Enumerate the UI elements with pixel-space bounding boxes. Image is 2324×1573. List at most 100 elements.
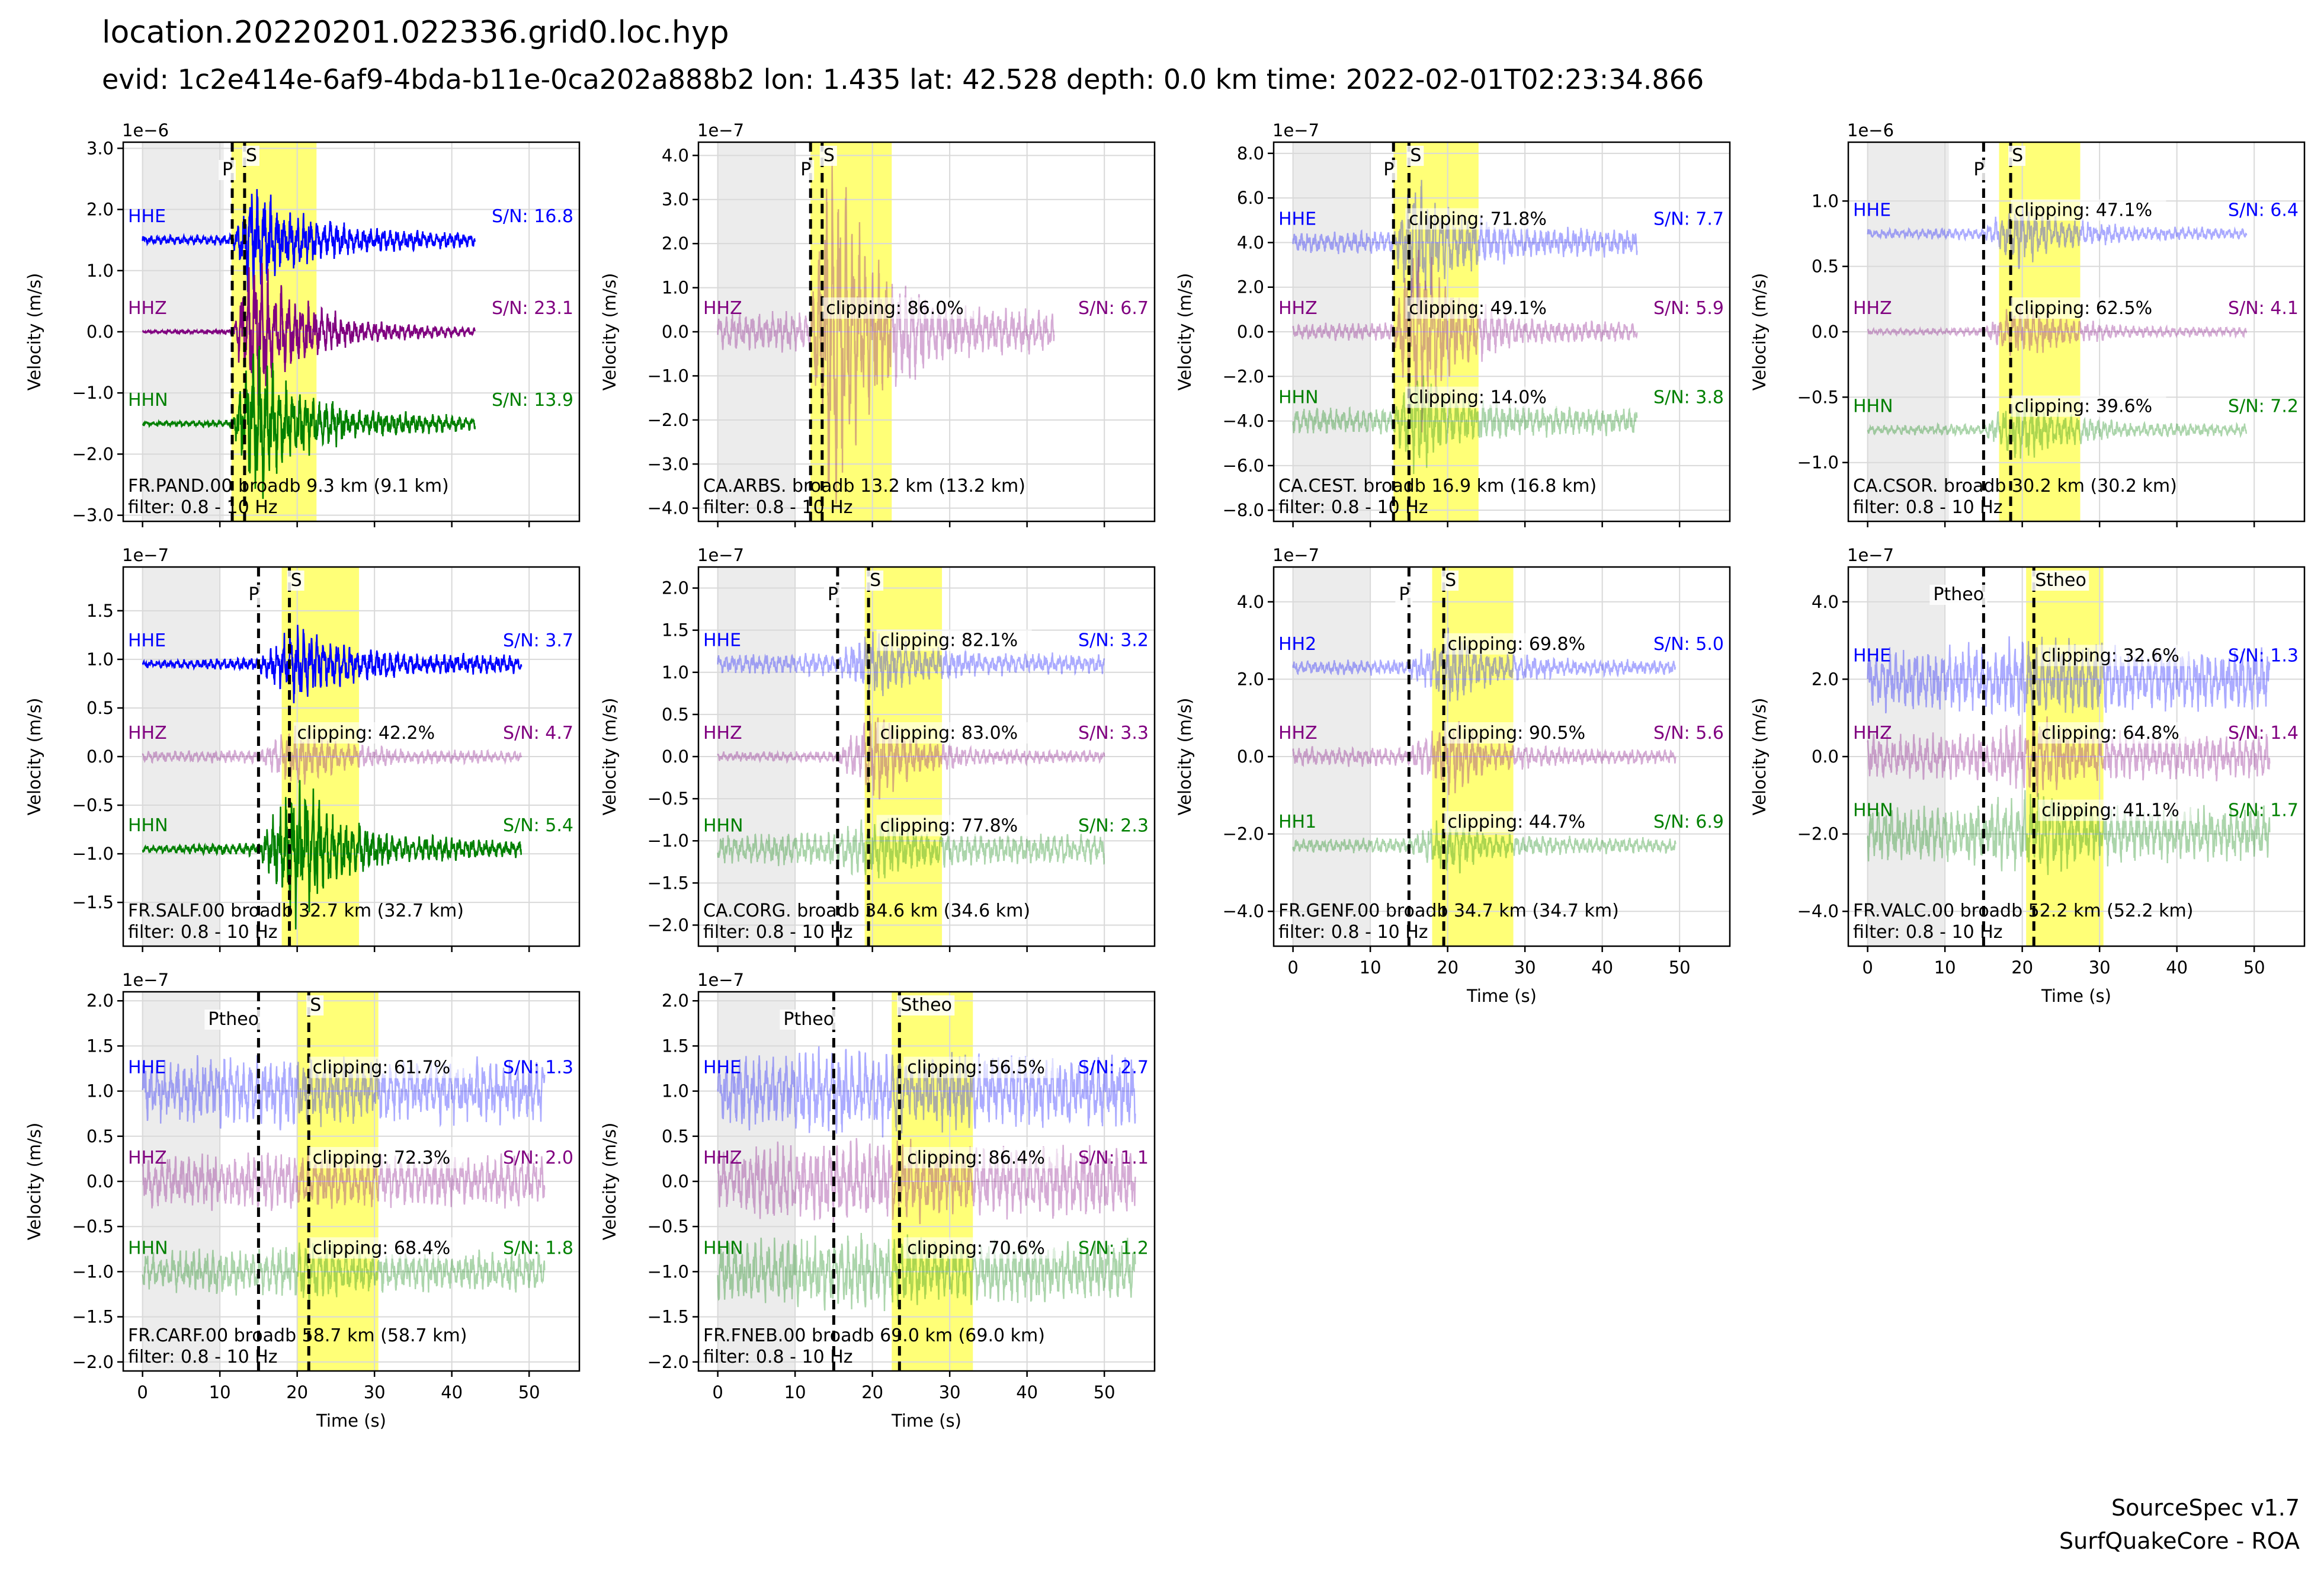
x-tick-label: 50: [2243, 957, 2265, 978]
y-exponent-label: 1e−7: [122, 545, 169, 565]
snr-label: S/N: 1.7: [2228, 800, 2299, 821]
snr-label: S/N: 2.7: [1078, 1058, 1149, 1078]
trace-hhe: [1867, 206, 2248, 270]
y-axis-label: Velocity (m/s): [1749, 698, 1770, 816]
y-tick-label: −0.5: [72, 1216, 114, 1236]
grid: [698, 142, 1155, 521]
x-tick-label: 50: [1094, 1382, 1115, 1402]
grid: [1848, 142, 2304, 521]
x-tick-label: 40: [1016, 1382, 1038, 1402]
y-exponent-label: 1e−7: [697, 970, 744, 990]
trace-hh1: [1292, 816, 1677, 874]
channel-label: HHE: [1278, 209, 1316, 229]
y-exponent-label: 1e−6: [1847, 120, 1894, 140]
y-tick-label: −4.0: [1223, 901, 1264, 921]
y-tick-label: −0.5: [647, 789, 689, 809]
pick-label-s: S: [870, 570, 881, 591]
panel-8: −4.0 −2.0 0.0 2.0 4.0 0 10 20 30 40 50 1e−7 Velocity…: [1749, 545, 2306, 1006]
y-tick-label: 0.5: [1812, 257, 1839, 277]
trace-hhn: [1867, 790, 2271, 875]
pick-label-s: S: [823, 145, 835, 166]
channel-label: HHN: [1853, 800, 1893, 821]
x-tick-label: 10: [1934, 957, 1956, 978]
x-tick-label: 30: [364, 1382, 386, 1402]
y-tick-label: −0.5: [1797, 387, 1839, 407]
trace-hhn: [1867, 402, 2248, 459]
y-tick-label: −1.5: [647, 1307, 689, 1327]
clipping-label: clipping: 86.4%: [907, 1148, 1045, 1168]
y-tick-label: 1.0: [86, 261, 114, 281]
channel-label: HHZ: [128, 723, 167, 744]
trace-hhe: [1867, 636, 2271, 722]
clipping-label-box: [2011, 395, 2166, 417]
y-tick-label: 4.0: [662, 145, 689, 165]
y-tick-label: 4.0: [1812, 592, 1839, 612]
y-tick-label: −1.0: [72, 844, 114, 864]
x-tick-label: 10: [209, 1382, 231, 1402]
clipping-label: clipping: 14.0%: [1409, 387, 1547, 408]
snr-label: S/N: 3.8: [1653, 387, 1724, 408]
y-tick-label: −0.5: [72, 795, 114, 815]
snr-label: S/N: 4.7: [503, 723, 573, 744]
snr-label: S/N: 6.7: [1078, 298, 1149, 319]
clipping-label-box: [293, 722, 449, 744]
pick-label-box: [897, 995, 955, 1015]
clipping-label: clipping: 68.4%: [313, 1238, 451, 1258]
clipping-label-box: [876, 815, 1032, 837]
y-axis-label: Velocity (m/s): [600, 698, 620, 816]
pick-label-box: [866, 571, 884, 591]
clipping-label-box: [2011, 199, 2166, 221]
y-axis-label: Velocity (m/s): [1749, 273, 1770, 391]
y-tick-label: 3.0: [662, 190, 689, 210]
y-tick-label: 0.0: [86, 322, 114, 342]
snr-label: S/N: 7.2: [2228, 396, 2299, 417]
trace-hhz: [1867, 304, 2248, 356]
pick-label-stheo: Stheo: [2035, 570, 2086, 591]
y-tick-label: 0.0: [1812, 747, 1839, 767]
clipping-label: clipping: 70.6%: [907, 1238, 1045, 1258]
snr-label: S/N: 1.3: [503, 1058, 573, 1078]
filter-info: filter: 0.8 - 10 Hz: [1278, 497, 1428, 518]
clipping-label: clipping: 62.5%: [2014, 298, 2152, 319]
station-info: CA.ARBS. broadb 13.2 km (13.2 km): [703, 476, 1025, 496]
y-axis-label: Velocity (m/s): [600, 273, 620, 391]
clipping-label: clipping: 64.8%: [2041, 723, 2179, 744]
traces: [1867, 206, 2248, 459]
channel-label: HHN: [1278, 387, 1319, 408]
x-tick-label: 40: [2166, 957, 2188, 978]
panel-6: −2.0 −1.5 −1.0 −0.5 0.0 0.5 1.0 1.5 2.0 1e−7 Veloc…: [600, 545, 1156, 952]
y-exponent-label: 1e−7: [697, 545, 744, 565]
filter-info: filter: 0.8 - 10 Hz: [1278, 922, 1428, 943]
pick-label-s: S: [246, 145, 257, 166]
x-tick-label: 10: [1360, 957, 1381, 978]
y-tick-label: −3.0: [72, 505, 114, 526]
x-axis-label: Time (s): [316, 1411, 386, 1431]
figure-title: location.20220201.022336.grid0.loc.hyp: [102, 15, 729, 50]
pick-label-p: P: [828, 584, 838, 605]
clipping-label-box: [309, 1237, 464, 1259]
trace-hhz: [1292, 721, 1677, 795]
y-tick-label: −1.0: [647, 831, 689, 851]
y-tick-label: 0.0: [86, 747, 114, 767]
y-tick-label: 6.0: [1237, 188, 1264, 208]
channel-label: HHZ: [703, 723, 742, 744]
trace-hhe: [142, 189, 476, 292]
trace-hhe: [142, 624, 523, 704]
clipping-label: clipping: 72.3%: [313, 1148, 451, 1168]
x-tick-label: 0: [1287, 957, 1298, 978]
filter-info: filter: 0.8 - 10 Hz: [128, 497, 278, 518]
y-tick-label: −1.5: [72, 892, 114, 912]
snr-label: S/N: 5.4: [503, 815, 573, 836]
y-axis-label: Velocity (m/s): [1175, 273, 1195, 391]
channel-label: HHN: [128, 815, 168, 836]
filter-info: filter: 0.8 - 10 Hz: [1853, 922, 2003, 943]
y-tick-label: −2.0: [1223, 366, 1264, 386]
y-exponent-label: 1e−7: [1272, 545, 1319, 565]
clipping-label: clipping: 44.7%: [1448, 812, 1586, 832]
clipping-label-box: [1444, 722, 1599, 744]
snr-label: S/N: 5.6: [1653, 723, 1724, 744]
pick-label-ptheo: Ptheo: [783, 1009, 834, 1030]
y-tick-label: 1.5: [86, 1036, 114, 1056]
channel-label: HHZ: [703, 298, 742, 319]
y-tick-label: −1.0: [647, 1261, 689, 1282]
